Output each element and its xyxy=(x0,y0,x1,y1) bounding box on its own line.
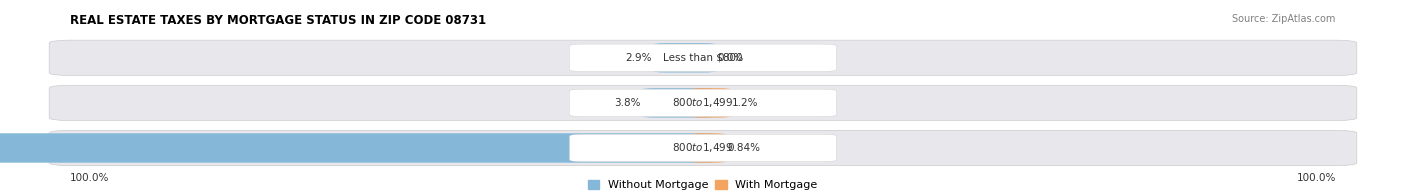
FancyBboxPatch shape xyxy=(49,40,1357,75)
FancyBboxPatch shape xyxy=(689,88,733,118)
Text: 0.0%: 0.0% xyxy=(717,53,744,63)
Legend: Without Mortgage, With Mortgage: Without Mortgage, With Mortgage xyxy=(588,180,818,191)
FancyBboxPatch shape xyxy=(652,43,717,73)
Text: REAL ESTATE TAXES BY MORTGAGE STATUS IN ZIP CODE 08731: REAL ESTATE TAXES BY MORTGAGE STATUS IN … xyxy=(70,14,486,27)
Text: 100.0%: 100.0% xyxy=(70,173,110,183)
FancyBboxPatch shape xyxy=(641,88,717,118)
Text: Less than $800: Less than $800 xyxy=(664,53,742,63)
Text: 3.8%: 3.8% xyxy=(614,98,641,108)
Text: 2.9%: 2.9% xyxy=(626,53,652,63)
FancyBboxPatch shape xyxy=(569,89,837,117)
Text: Source: ZipAtlas.com: Source: ZipAtlas.com xyxy=(1232,14,1336,24)
FancyBboxPatch shape xyxy=(569,44,837,72)
Text: 100.0%: 100.0% xyxy=(1296,173,1336,183)
FancyBboxPatch shape xyxy=(689,133,728,163)
Text: 1.2%: 1.2% xyxy=(733,98,759,108)
FancyBboxPatch shape xyxy=(569,134,837,162)
Text: $800 to $1,499: $800 to $1,499 xyxy=(672,96,734,109)
Text: $800 to $1,499: $800 to $1,499 xyxy=(672,142,734,154)
FancyBboxPatch shape xyxy=(49,85,1357,121)
FancyBboxPatch shape xyxy=(0,133,717,163)
FancyBboxPatch shape xyxy=(49,130,1357,166)
Text: 0.84%: 0.84% xyxy=(728,143,761,153)
